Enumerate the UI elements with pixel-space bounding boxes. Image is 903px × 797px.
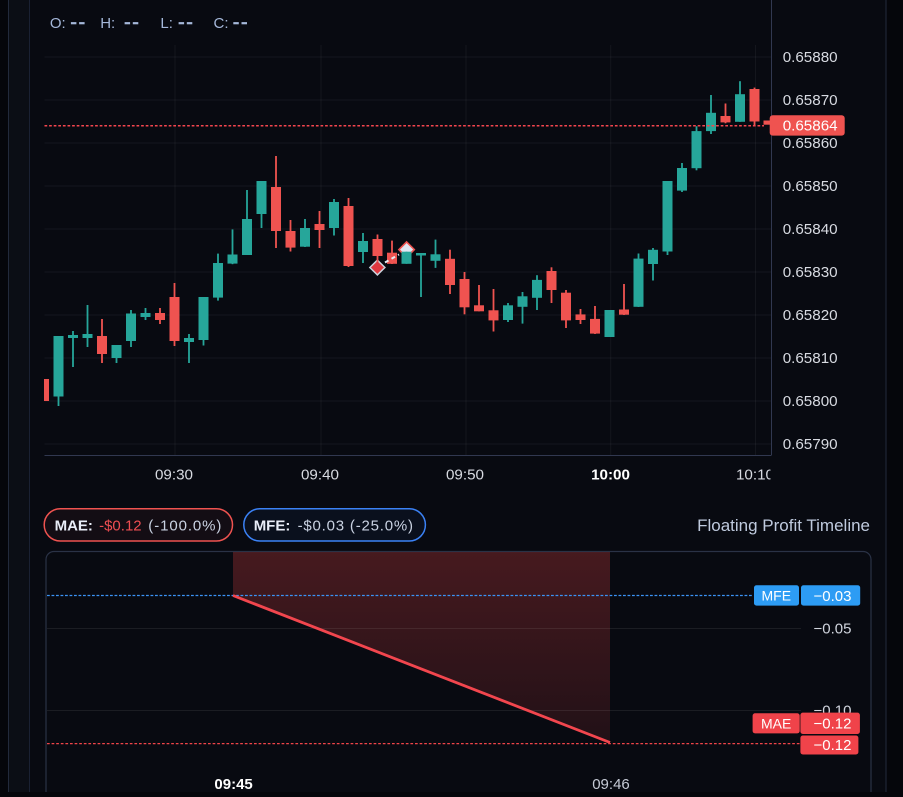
svg-text:O:: O: [50, 15, 66, 32]
svg-text:0.65864: 0.65864 [783, 117, 838, 134]
svg-text:−0.12: −0.12 [814, 715, 852, 732]
svg-text:09:40: 09:40 [301, 467, 339, 484]
svg-text:H:: H: [100, 15, 115, 32]
svg-text:0.65830: 0.65830 [783, 264, 838, 281]
svg-text:0.65810: 0.65810 [783, 350, 838, 367]
svg-text:0.65850: 0.65850 [783, 178, 838, 195]
svg-text:09:30: 09:30 [155, 467, 193, 484]
svg-text:0.65840: 0.65840 [783, 221, 838, 238]
svg-text:09:46: 09:46 [592, 776, 630, 792]
svg-text:MAE: MAE [761, 716, 791, 732]
svg-text:MFE: MFE [762, 588, 792, 604]
svg-text:0.65870: 0.65870 [783, 92, 838, 109]
svg-text:0.65880: 0.65880 [783, 49, 838, 66]
svg-text:MAE:-$0.12(-100.0%): MAE: -$0.12 (-100.0%) [55, 517, 223, 534]
svg-text:−0.03: −0.03 [814, 588, 852, 605]
svg-text:10:10: 10:10 [736, 467, 774, 484]
svg-text:C:: C: [214, 15, 229, 32]
svg-text:L:: L: [160, 15, 173, 32]
svg-text:0.65790: 0.65790 [783, 436, 838, 453]
svg-text:09:45: 09:45 [214, 776, 252, 792]
svg-text:10:00: 10:00 [591, 467, 630, 484]
svg-text:−0.05: −0.05 [814, 621, 852, 638]
svg-text:−0.12: −0.12 [814, 737, 852, 754]
svg-text:0.65800: 0.65800 [783, 393, 838, 410]
svg-text:09:50: 09:50 [446, 467, 484, 484]
svg-text:0.65860: 0.65860 [783, 135, 838, 152]
svg-text:MFE:-$0.03 (-25.0%): MFE: -$0.03 (-25.0%) [254, 517, 414, 534]
svg-text:Floating Profit Timeline: Floating Profit Timeline [697, 516, 870, 535]
svg-text:0.65820: 0.65820 [783, 307, 838, 324]
